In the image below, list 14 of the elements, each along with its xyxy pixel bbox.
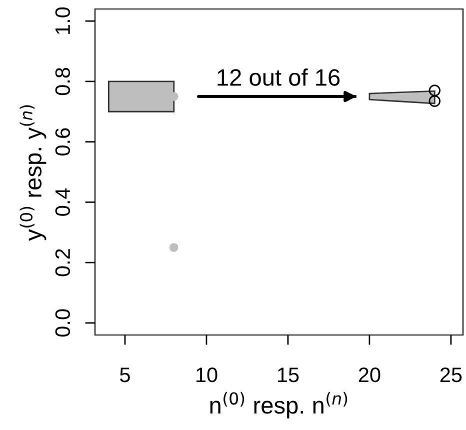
y-axis-title: y$^{(0)}$ resp. y$^{(n)}$ [20, 105, 46, 241]
x-tick-label: 5 [120, 368, 130, 382]
y-tick-label: 0.6 [55, 128, 70, 156]
x-tick-label: 10 [196, 367, 218, 382]
y-tick-label: 0.4 [55, 188, 70, 216]
x-axis-title: n$^{(0)}$ resp. n$^{(n)}$ [210, 392, 348, 418]
y-tick-label: 1.0 [55, 7, 70, 34]
x-tick-label: 20 [358, 367, 380, 382]
y-tick-label: 0.2 [55, 249, 70, 276]
y-tick-label: 0.8 [55, 68, 70, 96]
x-tick-label: 25 [440, 367, 462, 382]
x-tick-label: 15 [278, 368, 299, 382]
annotation: 12 out of 16 [218, 68, 340, 86]
y-tick-label: 0.0 [55, 309, 70, 337]
